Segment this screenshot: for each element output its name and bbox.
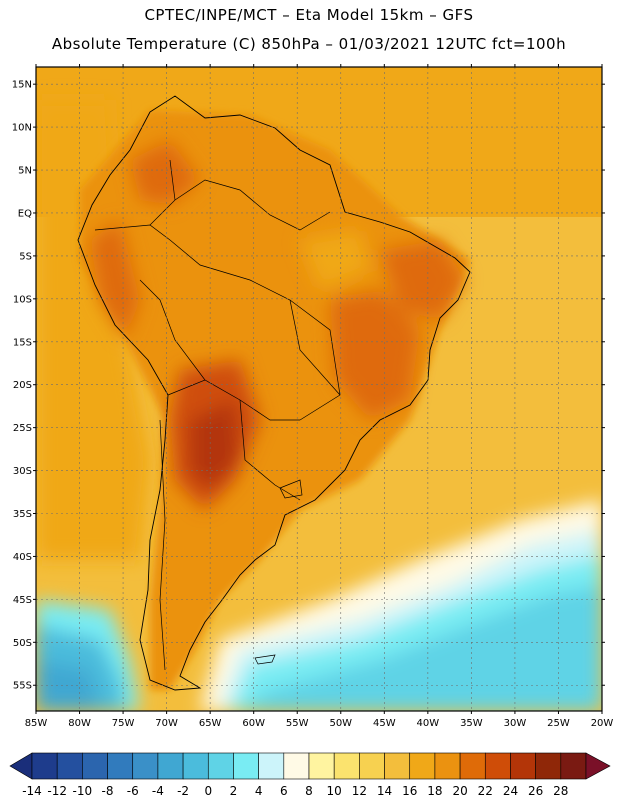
lon-label: 20W <box>591 718 614 729</box>
colorbar-swatch <box>308 752 335 780</box>
map-frame <box>35 66 603 712</box>
colorbar-swatch <box>510 752 536 780</box>
colorbar-swatch <box>82 752 108 780</box>
lon-label: 65W <box>199 718 222 729</box>
colorbar-swatch <box>535 752 562 780</box>
lon-label: 40W <box>417 718 440 729</box>
lat-label: 25S <box>13 423 32 434</box>
colorbar-swatch <box>333 752 360 780</box>
colorbar-label: 28 <box>553 784 568 798</box>
colorbar-label: 26 <box>528 784 543 798</box>
colorbar-label: 16 <box>402 784 417 798</box>
lon-label: 25W <box>547 718 570 729</box>
country-borders <box>94 159 341 671</box>
lat-label: 15N <box>12 80 32 91</box>
colorbar-swatch <box>283 752 310 780</box>
cold-southern-waters <box>36 500 602 711</box>
pacific-warm-band <box>36 100 150 560</box>
colorbar-label: 0 <box>204 784 212 798</box>
colorbar-swatch <box>434 752 461 780</box>
colorbar-swatch <box>56 752 83 780</box>
map-title-line2: Absolute Temperature (C) 850hPa – 01/03/… <box>51 35 567 53</box>
lat-label: 35S <box>13 509 32 520</box>
colorbar-label: -4 <box>152 784 164 798</box>
lon-label: 45W <box>373 718 396 729</box>
colorbar-label: -2 <box>177 784 189 798</box>
longitude-labels: 85W 80W 75W 70W 65W 60W 55W 50W 45W 40W 35W 30W 25W 2… <box>25 718 614 729</box>
lat-label: 5N <box>18 166 32 177</box>
colorbar-label: 24 <box>503 784 518 798</box>
lon-label: 75W <box>112 718 135 729</box>
colorbar-swatch <box>459 752 486 780</box>
colorbar: -14 -12 -10 -8 -6 -4 -2 0 2 4 6 8 10 12 14 16 18 20 22 24 26… <box>9 752 611 798</box>
lon-label: 35W <box>460 718 483 729</box>
colorbar-label: -14 <box>22 784 42 798</box>
colorbar-swatch <box>157 752 184 780</box>
lon-label: 30W <box>504 718 527 729</box>
colorbar-label: 8 <box>305 784 313 798</box>
lon-label: 70W <box>155 718 178 729</box>
colorbar-label: -10 <box>73 784 93 798</box>
colorbar-swatch <box>384 752 411 780</box>
lagoon-outline <box>279 479 303 499</box>
colorbar-label: -12 <box>47 784 67 798</box>
lat-label: 5S <box>19 251 32 262</box>
colorbar-label: 4 <box>255 784 263 798</box>
lon-label: 50W <box>329 718 352 729</box>
colorbar-label: -8 <box>102 784 114 798</box>
graticule <box>36 67 602 711</box>
colorbar-under-arrow <box>9 752 33 780</box>
lon-label: 85W <box>25 718 48 729</box>
colorbar-swatch <box>258 752 285 780</box>
colorbar-swatch <box>409 752 436 780</box>
lon-label: 80W <box>68 718 91 729</box>
lat-label: 55S <box>13 681 32 692</box>
axis-ticks <box>33 64 605 714</box>
lat-label: 15S <box>13 337 32 348</box>
colorbar-label: 10 <box>327 784 342 798</box>
lat-label: EQ <box>18 208 32 219</box>
colorbar-swatch <box>359 752 385 780</box>
colorbar-swatch <box>31 752 58 780</box>
colorbar-label: 12 <box>352 784 367 798</box>
latitude-labels: 15N 10N 5N EQ 5S 10S 15S 20S 25S 30S 35S 40S 45S 50S 5… <box>12 80 32 692</box>
lat-label: 50S <box>13 638 32 649</box>
lon-label: 55W <box>286 718 309 729</box>
colorbar-swatch <box>484 752 511 780</box>
colorbar-label: 2 <box>230 784 238 798</box>
map-title-line1: CPTEC/INPE/MCT – Eta Model 15km – GFS <box>144 6 474 24</box>
colorbar-label: 18 <box>427 784 442 798</box>
colorbar-swatch <box>207 752 234 780</box>
lat-label: 20S <box>13 380 32 391</box>
colorbar-swatch <box>182 752 209 780</box>
lat-label: 30S <box>13 466 32 477</box>
lat-label: 40S <box>13 552 32 563</box>
continent-outline <box>77 95 471 691</box>
lat-label: 10N <box>12 123 32 134</box>
colorbar-label: 20 <box>452 784 467 798</box>
colorbar-label: 22 <box>478 784 493 798</box>
hot-cores <box>90 140 465 510</box>
continent-warm <box>80 110 470 690</box>
colorbar-swatch <box>107 752 134 780</box>
colorbar-swatch <box>233 752 259 780</box>
lat-label: 10S <box>13 294 32 305</box>
lat-label: 45S <box>13 595 32 606</box>
lon-label: 60W <box>242 718 265 729</box>
colorbar-label: -6 <box>127 784 139 798</box>
falklands-outline <box>254 654 276 665</box>
colorbar-swatch <box>560 752 587 780</box>
colorbar-swatch <box>132 752 159 780</box>
colorbar-over-arrow <box>585 752 611 780</box>
colorbar-label: 6 <box>280 784 288 798</box>
colorbar-label: 14 <box>377 784 392 798</box>
map-field <box>36 67 602 711</box>
